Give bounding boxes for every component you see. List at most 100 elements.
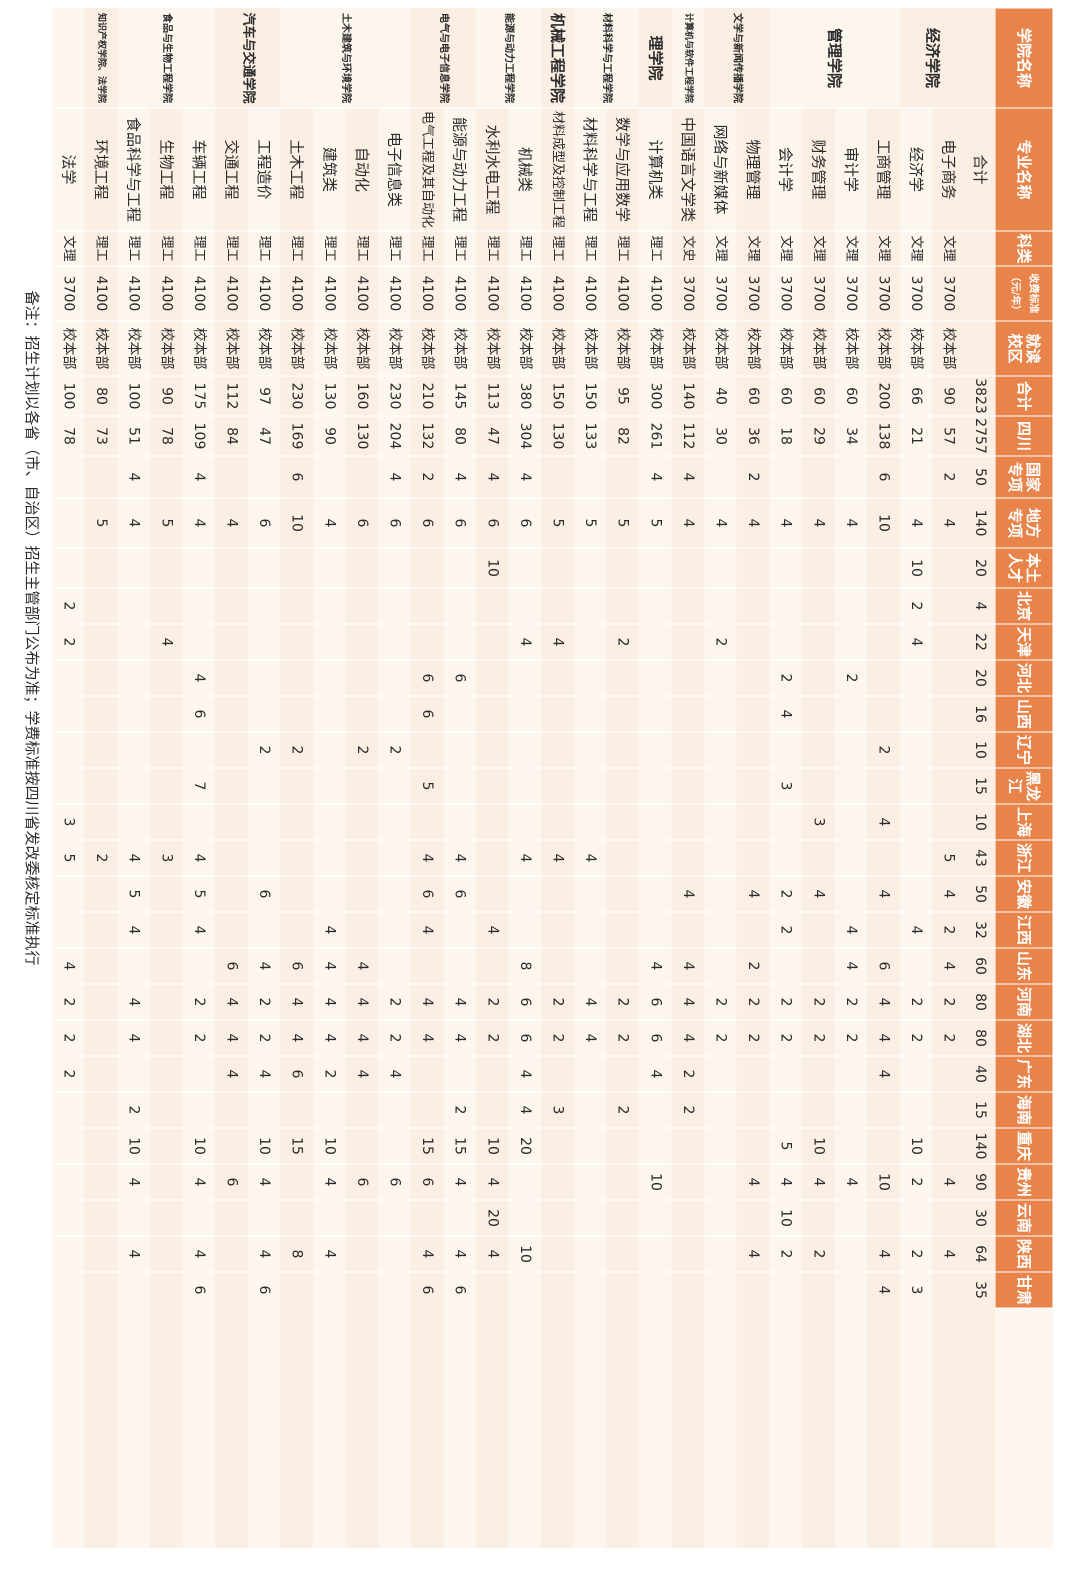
plan-count: 5 — [93, 519, 109, 528]
category: 理工 — [126, 235, 141, 261]
plan-count: 230 — [387, 383, 403, 410]
plan-count: 4 — [126, 519, 142, 528]
column-header: 重庆 — [1015, 1131, 1033, 1161]
plan-count: 95 — [615, 387, 631, 405]
total-row-value: 10 — [972, 741, 988, 759]
category: 理工 — [420, 235, 435, 261]
plan-count: 15 — [452, 1137, 468, 1155]
column-header: 收费标准 — [1028, 274, 1041, 314]
plan-count: 2 — [843, 998, 859, 1007]
college-name: 汽车与交通学院 — [240, 12, 256, 103]
plan-count: 4 — [321, 1034, 337, 1043]
plan-count: 2 — [61, 638, 77, 647]
fee: 3700 — [61, 276, 77, 312]
plan-count: 6 — [191, 1286, 207, 1295]
plan-count: 4 — [256, 1178, 272, 1187]
plan-count: 10 — [908, 1137, 924, 1155]
plan-count: 132 — [419, 423, 435, 450]
plan-count: 2 — [419, 473, 435, 482]
fee: 4100 — [354, 276, 370, 312]
fee: 4100 — [647, 276, 663, 312]
category: 理工 — [257, 235, 272, 261]
plan-count: 6 — [452, 519, 468, 528]
plan-count: 4 — [354, 1070, 370, 1079]
campus: 校本部 — [941, 328, 958, 370]
plan-count: 4 — [191, 473, 207, 482]
plan-count: 4 — [191, 674, 207, 683]
plan-count: 4 — [419, 1034, 435, 1043]
plan-count: 34 — [843, 427, 859, 445]
plan-count: 5 — [158, 519, 174, 528]
total-row-value: 140 — [972, 1133, 988, 1160]
plan-count: 80 — [452, 427, 468, 445]
plan-count: 6 — [191, 710, 207, 719]
plan-count: 4 — [256, 1070, 272, 1079]
category: 文理 — [746, 235, 761, 261]
college-name: 电气与电子信息学院 — [438, 13, 451, 103]
plan-count: 4 — [256, 1250, 272, 1259]
campus: 校本部 — [158, 328, 175, 370]
plan-count: 6 — [419, 519, 435, 528]
plan-count: 4 — [354, 998, 370, 1007]
fee: 4100 — [158, 276, 174, 312]
plan-count: 4 — [289, 998, 305, 1007]
plan-count: 20 — [517, 1137, 533, 1155]
plan-count: 4 — [224, 1070, 240, 1079]
plan-count: 90 — [941, 387, 957, 405]
plan-count: 80 — [93, 387, 109, 405]
total-row-value: 90 — [972, 1173, 988, 1191]
plan-count: 97 — [256, 387, 272, 405]
plan-count: 4 — [61, 962, 77, 971]
campus: 校本部 — [387, 328, 404, 370]
plan-count: 145 — [452, 383, 468, 410]
plan-count: 6 — [647, 998, 663, 1007]
plan-count: 4 — [387, 473, 403, 482]
plan-count: 4 — [550, 854, 566, 863]
column-header-cont: 校区 — [1006, 333, 1024, 363]
plan-count: 10 — [321, 1137, 337, 1155]
plan-count: 380 — [517, 383, 533, 410]
plan-count: 4 — [582, 1034, 598, 1043]
plan-count: 78 — [61, 427, 77, 445]
category: 理工 — [159, 235, 174, 261]
major-name: 计算机类 — [646, 139, 664, 199]
plan-count: 4 — [876, 1034, 892, 1043]
plan-count: 5 — [647, 519, 663, 528]
column-header: 黑龙 — [1024, 771, 1042, 801]
fee: 4100 — [256, 276, 272, 312]
plan-count: 5 — [582, 519, 598, 528]
fee: 3700 — [876, 276, 892, 312]
college-name: 知识产权学院、法学院 — [96, 12, 108, 103]
plan-count: 2 — [256, 746, 272, 755]
plan-count: 113 — [484, 383, 500, 410]
campus: 校本部 — [517, 328, 534, 370]
plan-count: 4 — [354, 962, 370, 971]
campus: 校本部 — [582, 328, 599, 370]
plan-count: 4 — [745, 519, 761, 528]
major-name: 经济学 — [907, 147, 925, 192]
plan-count: 4 — [778, 519, 794, 528]
campus: 校本部 — [419, 328, 436, 370]
plan-count: 4 — [810, 519, 826, 528]
plan-count: 2 — [810, 1034, 826, 1043]
plan-count: 2 — [778, 998, 794, 1007]
campus: 校本部 — [876, 328, 893, 370]
category: 理工 — [452, 235, 467, 261]
major-name: 材料成型及控制工程 — [550, 111, 565, 228]
plan-count: 2 — [778, 926, 794, 935]
plan-count: 4 — [321, 962, 337, 971]
plan-count: 2 — [256, 1034, 272, 1043]
plan-count: 2 — [745, 1034, 761, 1043]
plan-count: 60 — [843, 387, 859, 405]
plan-count: 10 — [908, 559, 924, 577]
total-row-value: 20 — [972, 559, 988, 577]
major-name: 数学与应用数学 — [614, 117, 632, 222]
major-name: 机械类 — [516, 147, 534, 192]
plan-count: 2 — [550, 998, 566, 1007]
category: 文理 — [843, 235, 858, 261]
category: 文理 — [909, 235, 924, 261]
plan-count: 82 — [615, 427, 631, 445]
column-header: 辽宁 — [1015, 735, 1033, 765]
plan-count: 4 — [419, 926, 435, 935]
